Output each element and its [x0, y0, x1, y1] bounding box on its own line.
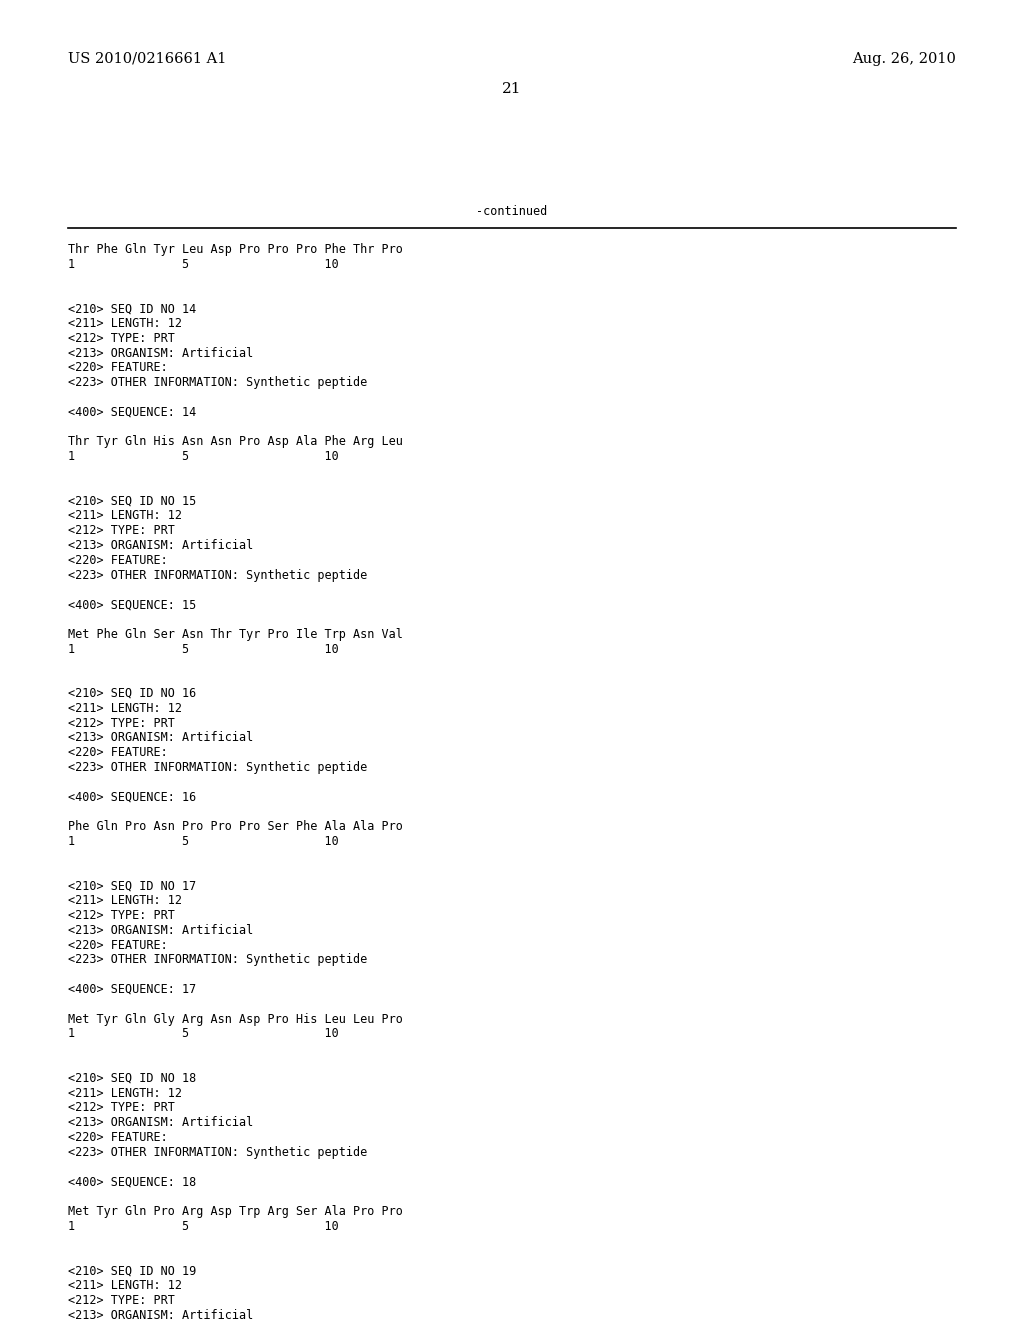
Text: Phe Gln Pro Asn Pro Pro Pro Ser Phe Ala Ala Pro: Phe Gln Pro Asn Pro Pro Pro Ser Phe Ala … [68, 820, 402, 833]
Text: <211> LENGTH: 12: <211> LENGTH: 12 [68, 317, 182, 330]
Text: <210> SEQ ID NO 15: <210> SEQ ID NO 15 [68, 495, 197, 508]
Text: <223> OTHER INFORMATION: Synthetic peptide: <223> OTHER INFORMATION: Synthetic pepti… [68, 569, 368, 582]
Text: <223> OTHER INFORMATION: Synthetic peptide: <223> OTHER INFORMATION: Synthetic pepti… [68, 953, 368, 966]
Text: <212> TYPE: PRT: <212> TYPE: PRT [68, 909, 175, 921]
Text: <212> TYPE: PRT: <212> TYPE: PRT [68, 1294, 175, 1307]
Text: Met Phe Gln Ser Asn Thr Tyr Pro Ile Trp Asn Val: Met Phe Gln Ser Asn Thr Tyr Pro Ile Trp … [68, 628, 402, 640]
Text: <400> SEQUENCE: 16: <400> SEQUENCE: 16 [68, 791, 197, 804]
Text: <220> FEATURE:: <220> FEATURE: [68, 746, 168, 759]
Text: <210> SEQ ID NO 18: <210> SEQ ID NO 18 [68, 1072, 197, 1085]
Text: Met Tyr Gln Pro Arg Asp Trp Arg Ser Ala Pro Pro: Met Tyr Gln Pro Arg Asp Trp Arg Ser Ala … [68, 1205, 402, 1218]
Text: <210> SEQ ID NO 19: <210> SEQ ID NO 19 [68, 1265, 197, 1278]
Text: <223> OTHER INFORMATION: Synthetic peptide: <223> OTHER INFORMATION: Synthetic pepti… [68, 1146, 368, 1159]
Text: Met Tyr Gln Gly Arg Asn Asp Pro His Leu Leu Pro: Met Tyr Gln Gly Arg Asn Asp Pro His Leu … [68, 1012, 402, 1026]
Text: 1               5                   10: 1 5 10 [68, 836, 339, 847]
Text: <220> FEATURE:: <220> FEATURE: [68, 1131, 168, 1144]
Text: Thr Phe Gln Tyr Leu Asp Pro Pro Pro Phe Thr Pro: Thr Phe Gln Tyr Leu Asp Pro Pro Pro Phe … [68, 243, 402, 256]
Text: <213> ORGANISM: Artificial: <213> ORGANISM: Artificial [68, 731, 253, 744]
Text: <213> ORGANISM: Artificial: <213> ORGANISM: Artificial [68, 347, 253, 359]
Text: <400> SEQUENCE: 17: <400> SEQUENCE: 17 [68, 983, 197, 997]
Text: <220> FEATURE:: <220> FEATURE: [68, 939, 168, 952]
Text: <212> TYPE: PRT: <212> TYPE: PRT [68, 1101, 175, 1114]
Text: US 2010/0216661 A1: US 2010/0216661 A1 [68, 51, 226, 66]
Text: <213> ORGANISM: Artificial: <213> ORGANISM: Artificial [68, 539, 253, 552]
Text: <220> FEATURE:: <220> FEATURE: [68, 554, 168, 566]
Text: <223> OTHER INFORMATION: Synthetic peptide: <223> OTHER INFORMATION: Synthetic pepti… [68, 762, 368, 774]
Text: 21: 21 [502, 82, 522, 96]
Text: -continued: -continued [476, 205, 548, 218]
Text: <211> LENGTH: 12: <211> LENGTH: 12 [68, 510, 182, 523]
Text: <213> ORGANISM: Artificial: <213> ORGANISM: Artificial [68, 1117, 253, 1129]
Text: <211> LENGTH: 12: <211> LENGTH: 12 [68, 1279, 182, 1292]
Text: <211> LENGTH: 12: <211> LENGTH: 12 [68, 894, 182, 907]
Text: <213> ORGANISM: Artificial: <213> ORGANISM: Artificial [68, 924, 253, 937]
Text: <211> LENGTH: 12: <211> LENGTH: 12 [68, 1086, 182, 1100]
Text: <400> SEQUENCE: 15: <400> SEQUENCE: 15 [68, 598, 197, 611]
Text: 1               5                   10: 1 5 10 [68, 643, 339, 656]
Text: Aug. 26, 2010: Aug. 26, 2010 [852, 51, 956, 66]
Text: <400> SEQUENCE: 14: <400> SEQUENCE: 14 [68, 405, 197, 418]
Text: <220> FEATURE:: <220> FEATURE: [68, 362, 168, 375]
Text: <210> SEQ ID NO 14: <210> SEQ ID NO 14 [68, 302, 197, 315]
Text: Thr Tyr Gln His Asn Asn Pro Asp Ala Phe Arg Leu: Thr Tyr Gln His Asn Asn Pro Asp Ala Phe … [68, 436, 402, 449]
Text: 1               5                   10: 1 5 10 [68, 1027, 339, 1040]
Text: <210> SEQ ID NO 16: <210> SEQ ID NO 16 [68, 686, 197, 700]
Text: <400> SEQUENCE: 18: <400> SEQUENCE: 18 [68, 1175, 197, 1188]
Text: 1               5                   10: 1 5 10 [68, 450, 339, 463]
Text: <212> TYPE: PRT: <212> TYPE: PRT [68, 331, 175, 345]
Text: <212> TYPE: PRT: <212> TYPE: PRT [68, 717, 175, 730]
Text: 1               5                   10: 1 5 10 [68, 1220, 339, 1233]
Text: <213> ORGANISM: Artificial: <213> ORGANISM: Artificial [68, 1308, 253, 1320]
Text: 1               5                   10: 1 5 10 [68, 257, 339, 271]
Text: <211> LENGTH: 12: <211> LENGTH: 12 [68, 702, 182, 715]
Text: <223> OTHER INFORMATION: Synthetic peptide: <223> OTHER INFORMATION: Synthetic pepti… [68, 376, 368, 389]
Text: <212> TYPE: PRT: <212> TYPE: PRT [68, 524, 175, 537]
Text: <210> SEQ ID NO 17: <210> SEQ ID NO 17 [68, 879, 197, 892]
